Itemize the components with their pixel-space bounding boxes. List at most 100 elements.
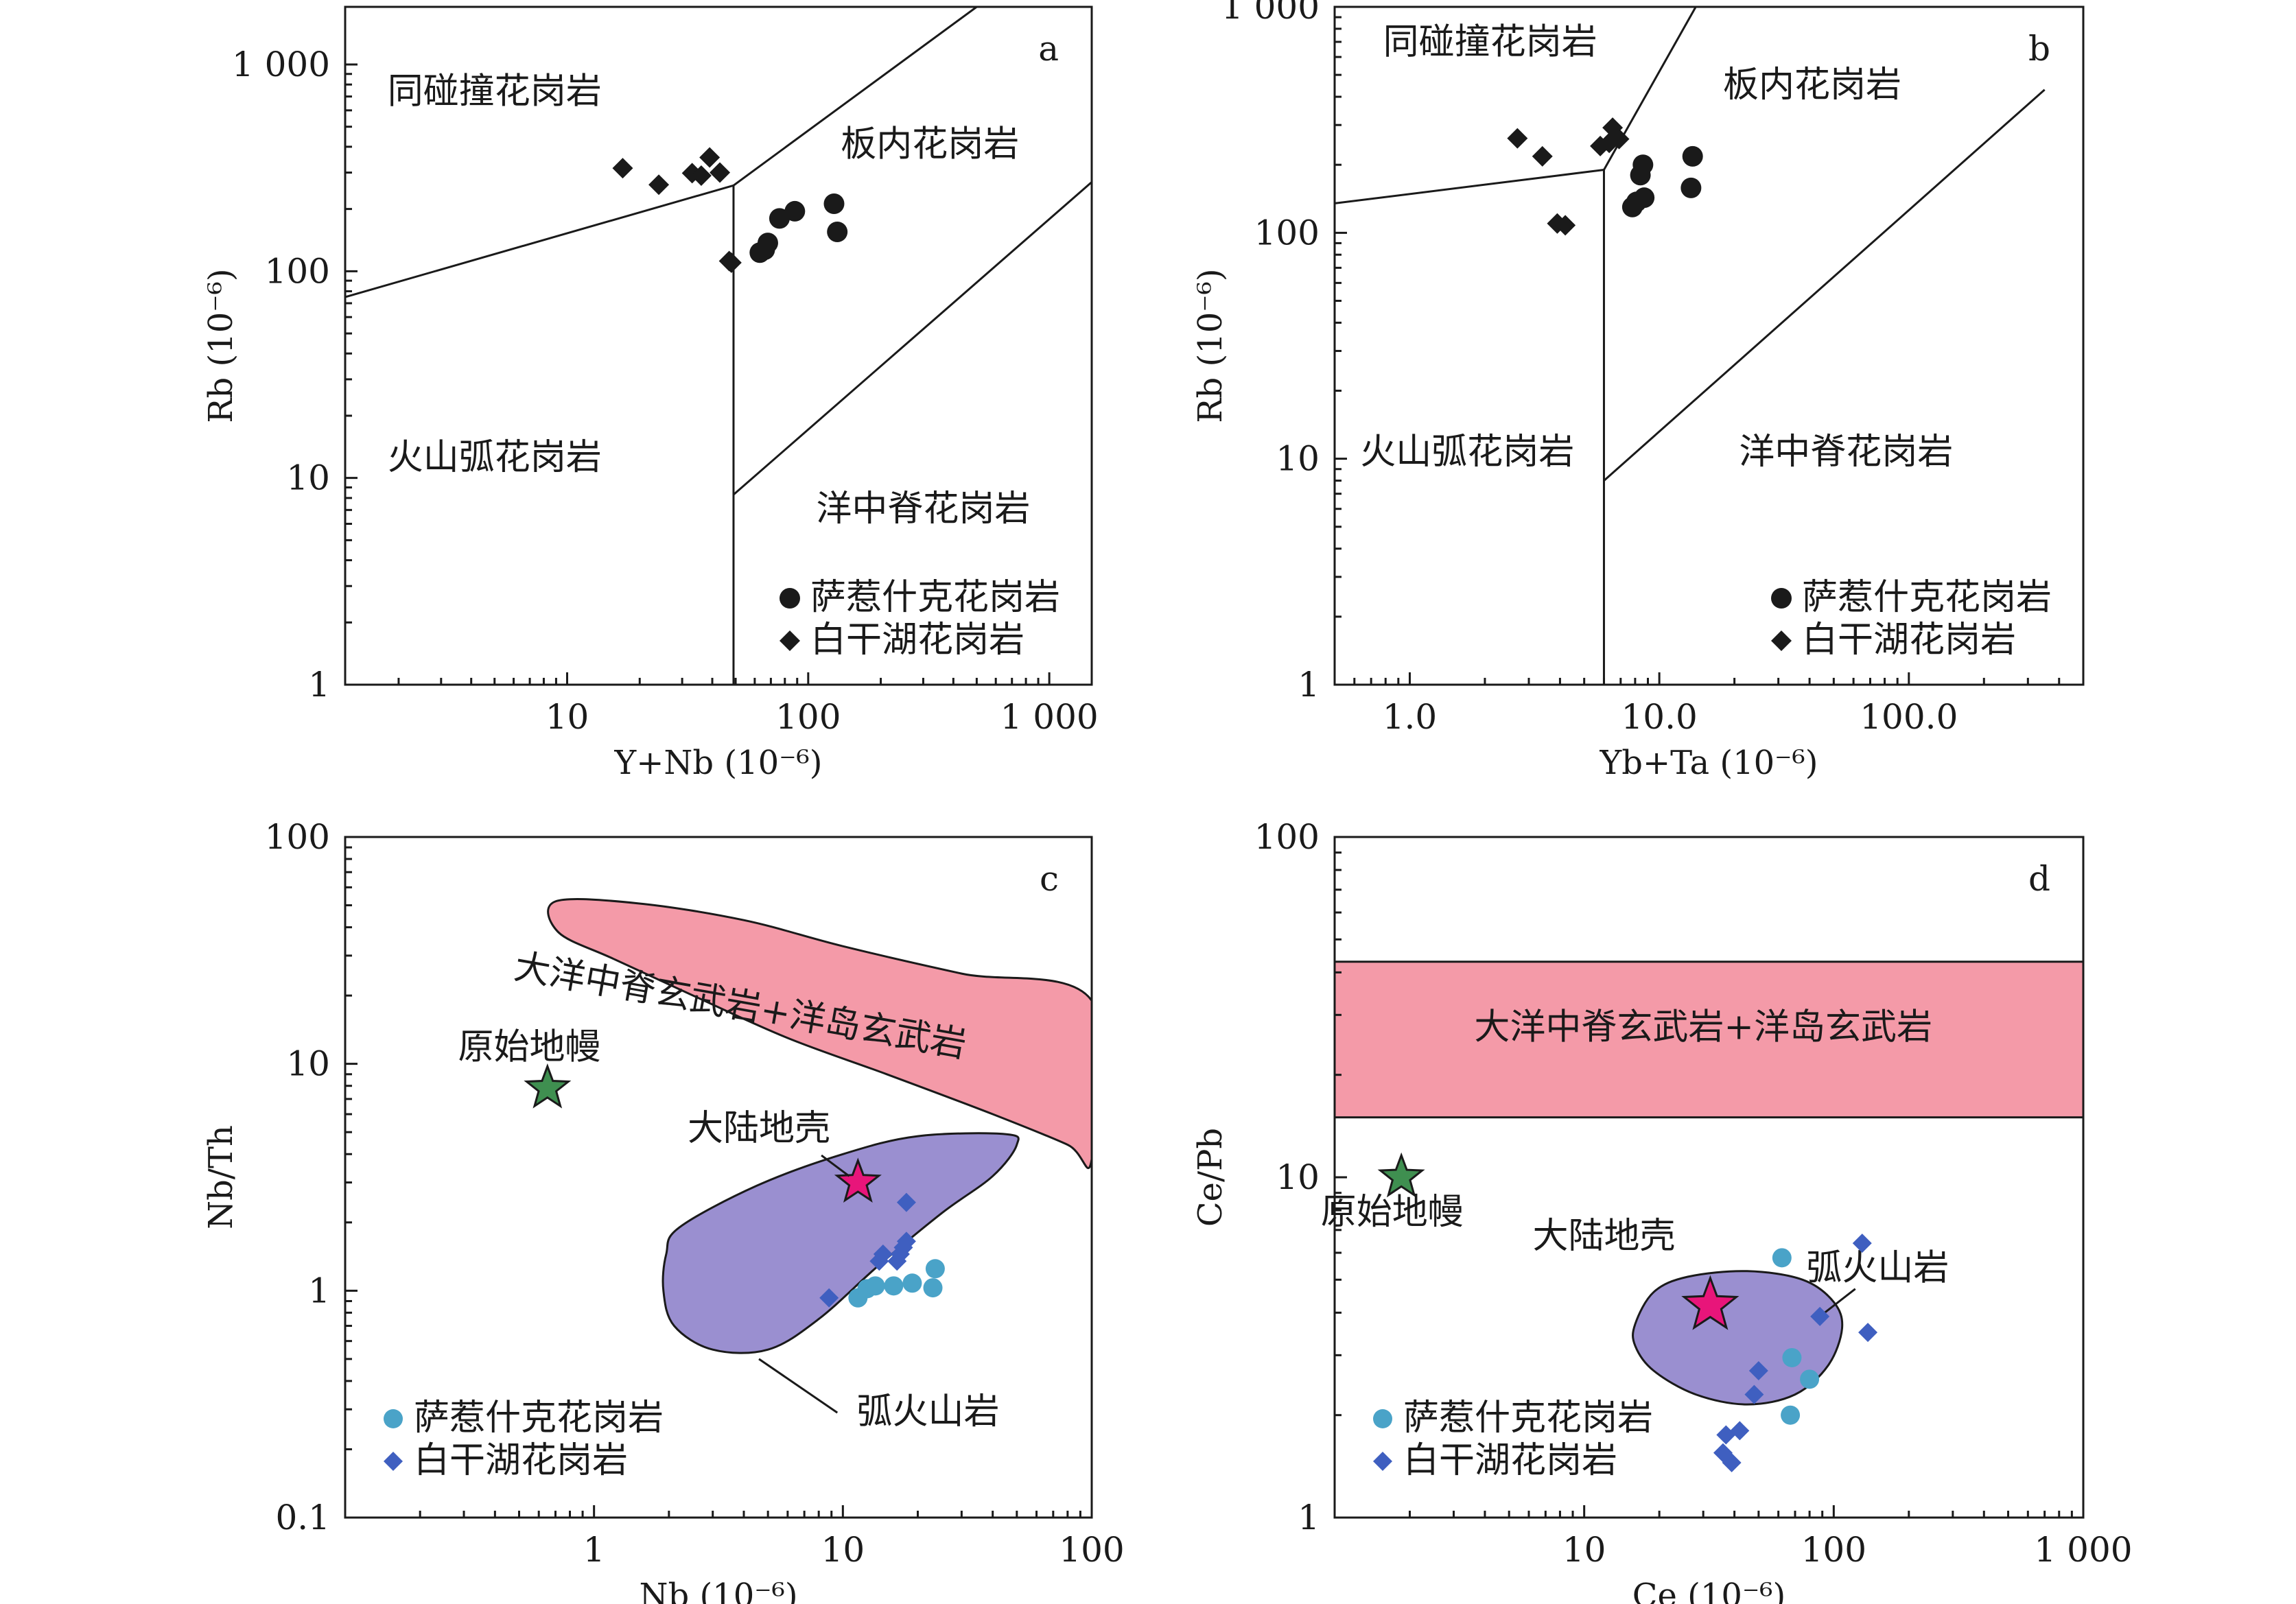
- data-point-diamond: [699, 147, 721, 168]
- data-point-diamond: [1858, 1323, 1878, 1343]
- panel-letter: d: [2028, 859, 2050, 899]
- y-tick-label: 10: [1276, 439, 1320, 479]
- data-point-diamond: [873, 1244, 893, 1264]
- reference-label: 原始地幔: [458, 1027, 600, 1068]
- x-tick-label: 100: [1059, 1530, 1124, 1570]
- y-tick-label: 100: [265, 817, 330, 857]
- data-point-circle: [784, 200, 806, 222]
- data-point-circle: [1682, 145, 1703, 167]
- x-tick-label: 1: [583, 1530, 605, 1570]
- y-tick-label: 100: [1254, 213, 1320, 252]
- data-point-circle: [1800, 1369, 1820, 1389]
- boundary-b-3: [1603, 89, 2046, 482]
- panel-b: 1.0 10.0 100.0 1 10 100 1 000 Yb+Ta (10⁻⁶) Rb (1…: [1191, 0, 2085, 782]
- y-tick-label: 10: [1276, 1157, 1320, 1197]
- data-point-circle: [865, 1276, 885, 1296]
- region-c-1: [661, 1132, 1020, 1354]
- data-point-diamond: [1810, 1306, 1830, 1326]
- region-d-1: [1632, 1270, 1844, 1406]
- data-point-circle: [923, 1278, 943, 1298]
- reference-star: [1681, 1275, 1739, 1330]
- y-tick-label: 10: [286, 1044, 330, 1084]
- region-label: 弧火山岩: [857, 1391, 1000, 1432]
- legend-marker-circle: [1373, 1409, 1392, 1428]
- x-tick-label: 10: [546, 697, 589, 737]
- field-label: 洋中脊花岗岩: [1739, 432, 1953, 473]
- legend-marker-diamond: [1771, 630, 1792, 651]
- boundary-a-2: [733, 7, 978, 187]
- legend-label: 萨惹什克花岗岩: [810, 577, 1060, 618]
- legend-marker-circle: [780, 588, 800, 609]
- field-label: 板内花岗岩: [841, 124, 1019, 165]
- y-tick-label: 1: [1298, 665, 1320, 705]
- x-axis-label: Yb+Ta (10⁻⁶): [1600, 744, 1818, 782]
- panel-d: 10 100 1 000 1 10 100 Ce (10⁻⁶) Ce/Pb d 大洋中脊玄武岩+洋…: [1191, 817, 2133, 1604]
- data-point-circle: [1781, 1405, 1801, 1425]
- panel-letter: b: [2028, 29, 2050, 69]
- y-axis-label: Ce/Pb: [1191, 1128, 1230, 1227]
- reference-star: [834, 1157, 882, 1203]
- y-tick-label: 0.1: [275, 1498, 330, 1537]
- x-tick-label: 10: [1562, 1530, 1606, 1570]
- data-point-diamond: [1532, 145, 1553, 167]
- x-tick-label: 1.0: [1383, 697, 1438, 737]
- data-point-diamond: [1507, 128, 1528, 149]
- data-point-diamond: [721, 252, 742, 273]
- legend-label: 白干湖花岗岩: [810, 620, 1024, 661]
- y-tick-label: 100: [1254, 817, 1320, 857]
- data-point-circle: [1782, 1347, 1802, 1367]
- x-tick-label: 100.0: [1860, 697, 1958, 737]
- plot-frame: [344, 5, 1093, 686]
- panel-a: 10 100 1 000 1 10 100 1 000 Y+Nb (10⁻⁶) Rb (10⁻⁶…: [202, 5, 1099, 782]
- y-axis-label: Rb (10⁻⁶): [202, 268, 240, 423]
- reference-label: 大陆地壳: [688, 1108, 830, 1149]
- x-tick-label: 1 000: [2034, 1530, 2132, 1570]
- data-point-diamond: [819, 1288, 839, 1308]
- data-point-diamond: [1555, 215, 1576, 236]
- field-label: 板内花岗岩: [1723, 64, 1901, 106]
- boundary-b-0: [1335, 169, 1604, 204]
- region-d-0: [1333, 960, 2085, 1119]
- data-point-circle: [902, 1273, 922, 1293]
- region-c-0: [547, 897, 1092, 1170]
- plot-frame: [1333, 5, 2085, 686]
- plot-frame: [344, 836, 1093, 1519]
- y-tick-label: 100: [265, 251, 330, 291]
- data-point-circle: [827, 221, 848, 242]
- data-point-circle: [1772, 1248, 1792, 1268]
- legend-marker-diamond: [1373, 1452, 1392, 1471]
- data-point-diamond: [690, 165, 712, 186]
- data-point-circle: [757, 233, 778, 254]
- x-tick-label: 100: [1801, 1530, 1866, 1570]
- legend-label: 萨惹什克花岗岩: [1403, 1397, 1653, 1439]
- y-tick-label: 10: [286, 458, 330, 498]
- data-point-diamond: [1722, 1452, 1742, 1472]
- data-point-circle: [1634, 187, 1655, 209]
- data-point-diamond: [648, 174, 670, 196]
- boundary-a-0: [345, 184, 734, 298]
- x-axis-label: Y+Nb (10⁻⁶): [614, 744, 823, 782]
- data-point-diamond: [896, 1192, 916, 1212]
- legend-marker-circle: [1771, 588, 1792, 609]
- x-tick-label: 10: [821, 1530, 865, 1570]
- data-point-diamond: [1608, 128, 1630, 150]
- legend-marker-diamond: [384, 1452, 403, 1471]
- y-tick-label: 1: [1298, 1498, 1320, 1537]
- data-point-circle: [925, 1259, 945, 1279]
- x-tick-label: 100: [775, 697, 841, 737]
- data-point-diamond: [1748, 1361, 1768, 1381]
- data-point-circle: [1632, 154, 1654, 176]
- panel-letter: c: [1040, 859, 1059, 899]
- legend-label: 白干湖花岗岩: [1403, 1440, 1617, 1481]
- reference-star: [524, 1063, 572, 1109]
- y-tick-label: 1 000: [232, 45, 330, 84]
- legend-marker-diamond: [780, 630, 800, 651]
- legend-label: 白干湖花岗岩: [414, 1440, 628, 1481]
- legend-marker-circle: [384, 1409, 403, 1428]
- y-tick-label: 1: [308, 665, 330, 705]
- legend-label: 白干湖花岗岩: [1802, 620, 2016, 661]
- data-point-diamond: [1852, 1234, 1872, 1253]
